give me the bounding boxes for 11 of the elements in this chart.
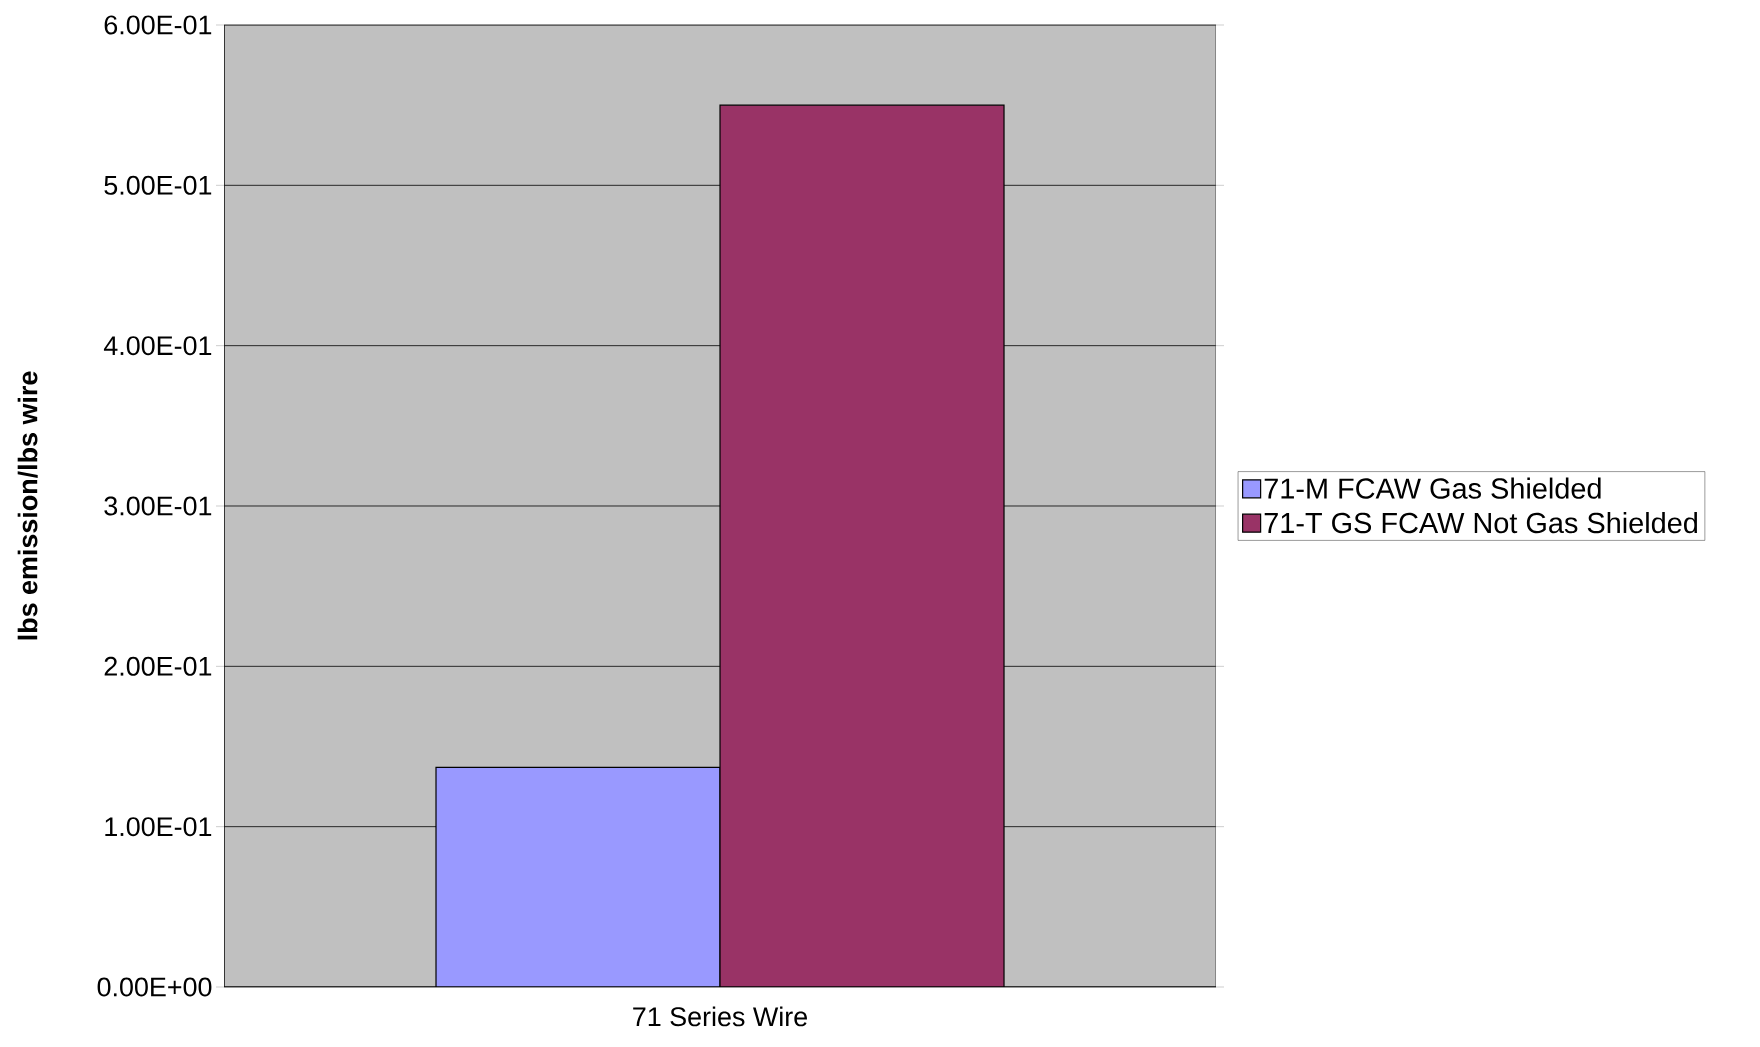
y-tick-label: 6.00E-01 — [104, 15, 212, 35]
y-tick-label: 0.00E+00 — [97, 977, 212, 997]
y-tick-label: 4.00E-01 — [103, 336, 212, 356]
x-tick-label: 71 Series Wire — [633, 1006, 807, 1027]
y-tick-label: 5.00E-01 — [104, 175, 212, 195]
legend-label: 71-M FCAW Gas Shielded — [1264, 477, 1601, 499]
legend-label: 71-T GS FCAW Not Gas Shielded — [1264, 511, 1697, 534]
y-tick-label: 2.00E-01 — [104, 656, 212, 676]
y-tick-label: 3.00E-01 — [104, 496, 212, 516]
y-axis-title: lbs emission/lbs wire — [17, 371, 38, 640]
y-tick-label: 1.00E-01 — [105, 817, 212, 837]
